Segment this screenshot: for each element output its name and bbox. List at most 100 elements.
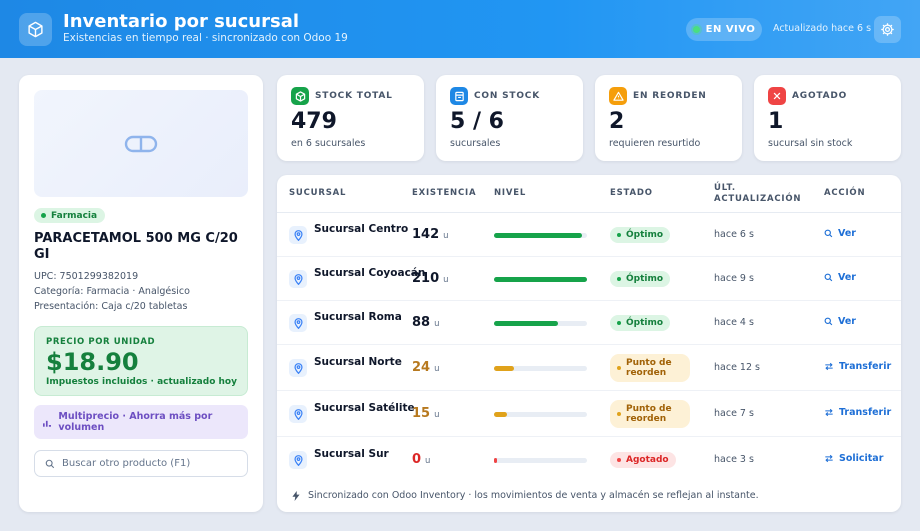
kpi-value: 2 xyxy=(609,109,625,134)
kpi-value: 1 xyxy=(768,109,784,134)
product-category: Categoría: Farmacia · Analgésico xyxy=(34,286,190,297)
action-label: Ver xyxy=(838,316,856,327)
kpi-label: CON STOCK xyxy=(474,91,540,101)
branch-name: Sucursal Roma xyxy=(314,311,402,323)
category-dot-icon xyxy=(41,213,46,218)
status-dot-icon xyxy=(617,277,621,281)
kpi-label: STOCK TOTAL xyxy=(315,91,393,101)
table-row: Sucursal Satélite 15 u Punto de reorden hace… xyxy=(277,391,901,437)
live-dot-icon xyxy=(692,26,700,33)
status-dot-icon xyxy=(617,366,621,370)
category-badge: Farmacia xyxy=(34,208,106,223)
box-icon xyxy=(19,13,52,46)
row-divider xyxy=(277,390,901,391)
kpi-sub: en 6 sucursales xyxy=(291,138,366,149)
multiprice-button[interactable]: Multiprecio · Ahorra más por volumen xyxy=(34,405,248,439)
status-badge: Agotado xyxy=(610,452,676,468)
kpi-con-stock: CON STOCK 5 / 6 sucursales xyxy=(436,75,583,161)
product-card: Farmacia PARACETAMOL 500 MG C/20 GI UPC:… xyxy=(19,75,263,512)
row-action-button[interactable]: Ver xyxy=(824,228,856,239)
kpi-value: 479 xyxy=(291,109,337,134)
product-search[interactable] xyxy=(34,450,248,477)
stock-level-bar xyxy=(494,458,587,463)
location-pin-icon xyxy=(289,359,307,377)
qty-unit: u xyxy=(425,456,431,466)
kpi-label: AGOTADO xyxy=(792,91,848,101)
row-action-button[interactable]: Solicitar xyxy=(824,453,883,464)
stock-qty: 142 u xyxy=(412,227,449,242)
last-update: hace 9 s xyxy=(714,273,754,284)
action-label: Transferir xyxy=(839,407,892,418)
qty-unit: u xyxy=(434,410,440,420)
search-icon xyxy=(824,273,833,282)
last-update: hace 12 s xyxy=(714,362,760,373)
col-existencia: EXISTENCIA xyxy=(412,188,477,198)
qty-unit: u xyxy=(443,275,449,285)
settings-button[interactable] xyxy=(874,16,901,43)
status-badge: Punto de reorden xyxy=(610,400,690,428)
kpi-stock-total: STOCK TOTAL 479 en 6 sucursales xyxy=(277,75,424,161)
status-dot-icon xyxy=(617,458,621,462)
product-presentation: Presentación: Caja c/20 tabletas xyxy=(34,301,188,312)
transfer-icon xyxy=(825,408,833,417)
action-label: Transferir xyxy=(839,361,892,372)
stock-level-fill xyxy=(494,458,497,463)
qty-value: 88 xyxy=(412,315,431,330)
last-update: hace 6 s xyxy=(714,229,754,240)
status-label: Punto de reorden xyxy=(626,404,672,424)
stock-level-bar xyxy=(494,412,587,417)
col-accion: ACCIÓN xyxy=(824,188,866,198)
status-label: Óptimo xyxy=(626,274,664,284)
price-panel: PRECIO POR UNIDAD $18.90 Impuestos inclu… xyxy=(34,326,248,396)
stock-level-fill xyxy=(494,412,507,417)
stock-qty: 24 u xyxy=(412,360,439,375)
status-label: Agotado xyxy=(626,455,669,465)
stock-level-bar xyxy=(494,366,587,371)
stock-level-bar xyxy=(494,277,587,282)
status-badge: Óptimo xyxy=(610,315,671,331)
row-action-button[interactable]: Ver xyxy=(824,272,856,283)
kpi-sub: requieren resurtido xyxy=(609,138,701,149)
col-nivel: NIVEL xyxy=(494,188,527,198)
branch-name: Sucursal Satélite xyxy=(314,402,415,414)
page-subtitle: Existencias en tiempo real · sincronizad… xyxy=(63,32,348,44)
status-label: Óptimo xyxy=(626,230,664,240)
multiprice-label: Multiprecio · Ahorra más por volumen xyxy=(58,411,213,433)
qty-unit: u xyxy=(443,231,449,241)
table-row: Sucursal Sur 0 u Agotado hace 3 s Solicitar xyxy=(277,437,901,483)
location-pin-icon xyxy=(289,451,307,469)
stock-qty: 88 u xyxy=(412,315,439,330)
search-icon xyxy=(45,459,55,468)
location-pin-icon xyxy=(289,226,307,244)
row-action-button[interactable]: Transferir xyxy=(824,407,891,418)
table-row: Sucursal Centro 142 u Óptimo hace 6 s Ver xyxy=(277,213,901,257)
transfer-icon xyxy=(825,362,833,371)
row-divider xyxy=(277,300,901,301)
category-label: Farmacia xyxy=(51,210,98,221)
stock-level-fill xyxy=(494,321,558,326)
kpi-sub: sucursales xyxy=(450,138,501,149)
live-label: EN VIVO xyxy=(705,24,756,35)
row-action-button[interactable]: Ver xyxy=(824,316,856,327)
search-input[interactable] xyxy=(62,458,242,469)
stock-qty: 15 u xyxy=(412,406,439,421)
kpi-sub: sucursal sin stock xyxy=(768,138,853,149)
header-divider xyxy=(277,212,901,213)
price-value: $18.90 xyxy=(46,348,139,376)
row-action-button[interactable]: Transferir xyxy=(824,361,891,372)
last-update: hace 3 s xyxy=(714,454,754,465)
qty-value: 210 xyxy=(412,271,440,286)
table-row: Sucursal Roma 88 u Óptimo hace 4 s Ver xyxy=(277,301,901,345)
product-image xyxy=(34,90,248,197)
stock-level-bar xyxy=(494,233,587,238)
stock-qty: 210 u xyxy=(412,271,449,286)
status-dot-icon xyxy=(617,233,621,237)
qty-unit: u xyxy=(434,364,440,374)
table-row: Sucursal Coyoacán 210 u Óptimo hace 9 s Ver xyxy=(277,257,901,301)
gear-icon xyxy=(881,23,894,36)
action-label: Ver xyxy=(838,228,856,239)
price-label: PRECIO POR UNIDAD xyxy=(46,337,156,347)
row-divider xyxy=(277,256,901,257)
bolt-icon xyxy=(292,490,300,501)
